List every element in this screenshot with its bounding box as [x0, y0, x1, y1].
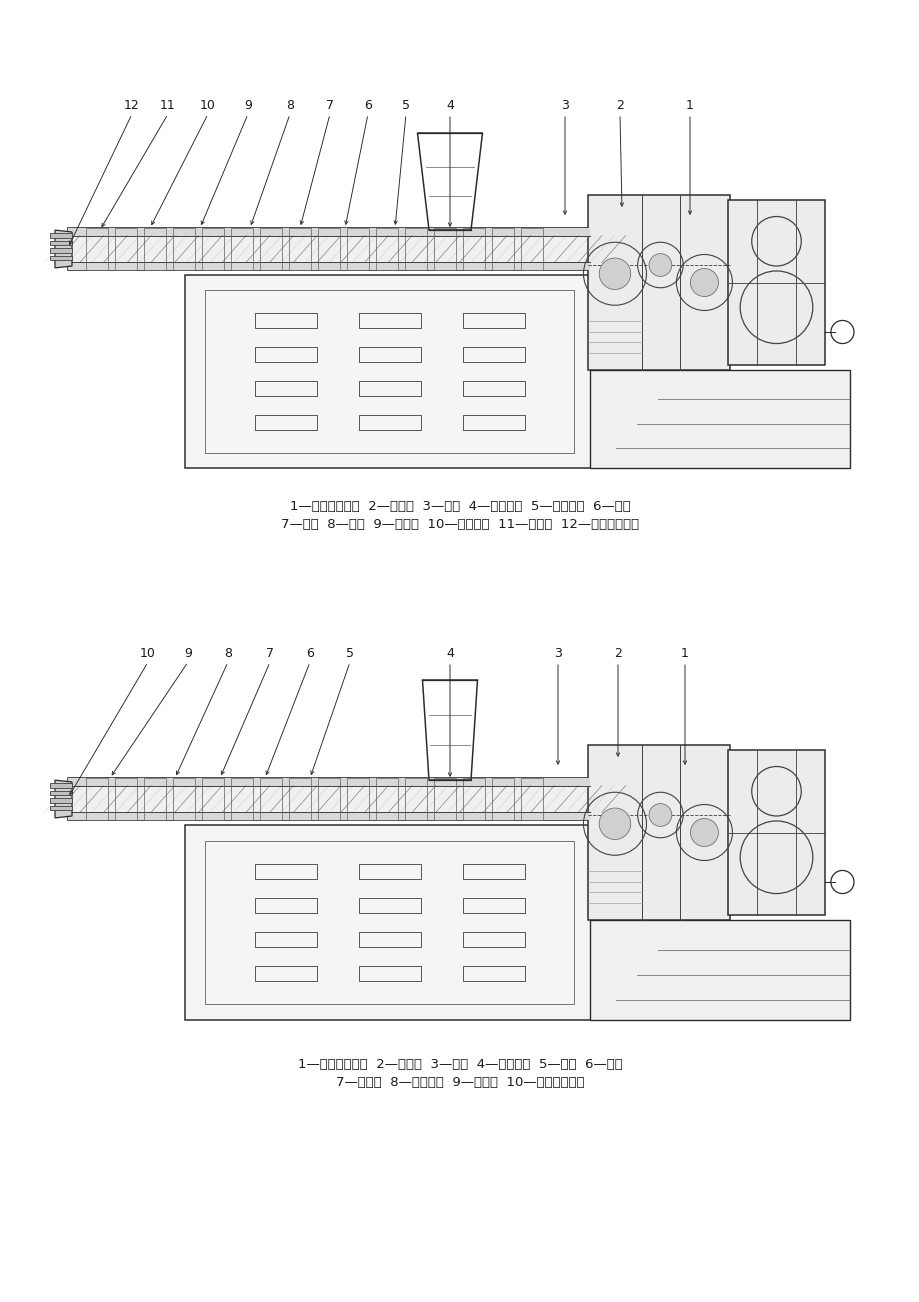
- Circle shape: [689, 819, 718, 846]
- Text: 4: 4: [446, 99, 453, 112]
- Text: 1—螺杆冷却装置  2—减速筱  3—料敦  4—止推轴承  5—测速电机  6—油泵: 1—螺杆冷却装置 2—减速筱 3—料敦 4—止推轴承 5—测速电机 6—油泵: [289, 500, 630, 513]
- Polygon shape: [50, 255, 72, 260]
- Polygon shape: [50, 806, 72, 810]
- Text: 1: 1: [680, 647, 688, 660]
- Polygon shape: [587, 745, 729, 921]
- Text: 8: 8: [286, 99, 294, 112]
- Text: 7—机筒  8—螺杆  9—加热器  10—冷却水管  11—分流板  12—机头联接法兰: 7—机筒 8—螺杆 9—加热器 10—冷却水管 11—分流板 12—机头联接法兰: [280, 518, 639, 531]
- Text: 5: 5: [402, 99, 410, 112]
- Text: 1: 1: [686, 99, 693, 112]
- Polygon shape: [68, 228, 589, 270]
- Circle shape: [689, 268, 718, 297]
- Text: 2: 2: [616, 99, 623, 112]
- Polygon shape: [50, 783, 72, 788]
- Circle shape: [648, 254, 671, 276]
- Text: 7: 7: [325, 99, 334, 112]
- Circle shape: [598, 258, 630, 289]
- Polygon shape: [185, 275, 595, 467]
- Polygon shape: [68, 779, 589, 820]
- Text: 8: 8: [223, 647, 232, 660]
- Text: 1—螺杆冷却装置  2—减速筱  3—料敦  4—止推轴承  5—机筒  6—螺杆: 1—螺杆冷却装置 2—减速筱 3—料敦 4—止推轴承 5—机筒 6—螺杆: [298, 1059, 621, 1072]
- Polygon shape: [185, 825, 595, 1019]
- Text: 3: 3: [561, 99, 568, 112]
- Polygon shape: [50, 249, 72, 253]
- Text: 10: 10: [199, 99, 216, 112]
- Polygon shape: [587, 195, 729, 370]
- Text: 11: 11: [160, 99, 176, 112]
- Circle shape: [598, 809, 630, 840]
- Text: 6: 6: [306, 647, 313, 660]
- Text: 9: 9: [244, 99, 252, 112]
- Text: 2: 2: [613, 647, 621, 660]
- Circle shape: [648, 803, 671, 827]
- Text: 7—加热器  8—冷協水管  9—分流板  10—机头联接法兰: 7—加热器 8—冷協水管 9—分流板 10—机头联接法兰: [335, 1075, 584, 1088]
- Text: 6: 6: [364, 99, 371, 112]
- Text: 4: 4: [446, 647, 453, 660]
- Polygon shape: [589, 370, 849, 467]
- Text: 10: 10: [140, 647, 155, 660]
- Polygon shape: [50, 241, 72, 245]
- Text: 9: 9: [184, 647, 192, 660]
- Text: 7: 7: [266, 647, 274, 660]
- Polygon shape: [55, 230, 72, 268]
- Polygon shape: [589, 921, 849, 1019]
- Text: 12: 12: [124, 99, 140, 112]
- Text: 5: 5: [346, 647, 354, 660]
- Polygon shape: [727, 750, 824, 915]
- Polygon shape: [727, 201, 824, 365]
- Polygon shape: [50, 790, 72, 796]
- Polygon shape: [50, 798, 72, 803]
- Polygon shape: [55, 780, 72, 818]
- Polygon shape: [50, 233, 72, 238]
- Text: 3: 3: [553, 647, 562, 660]
